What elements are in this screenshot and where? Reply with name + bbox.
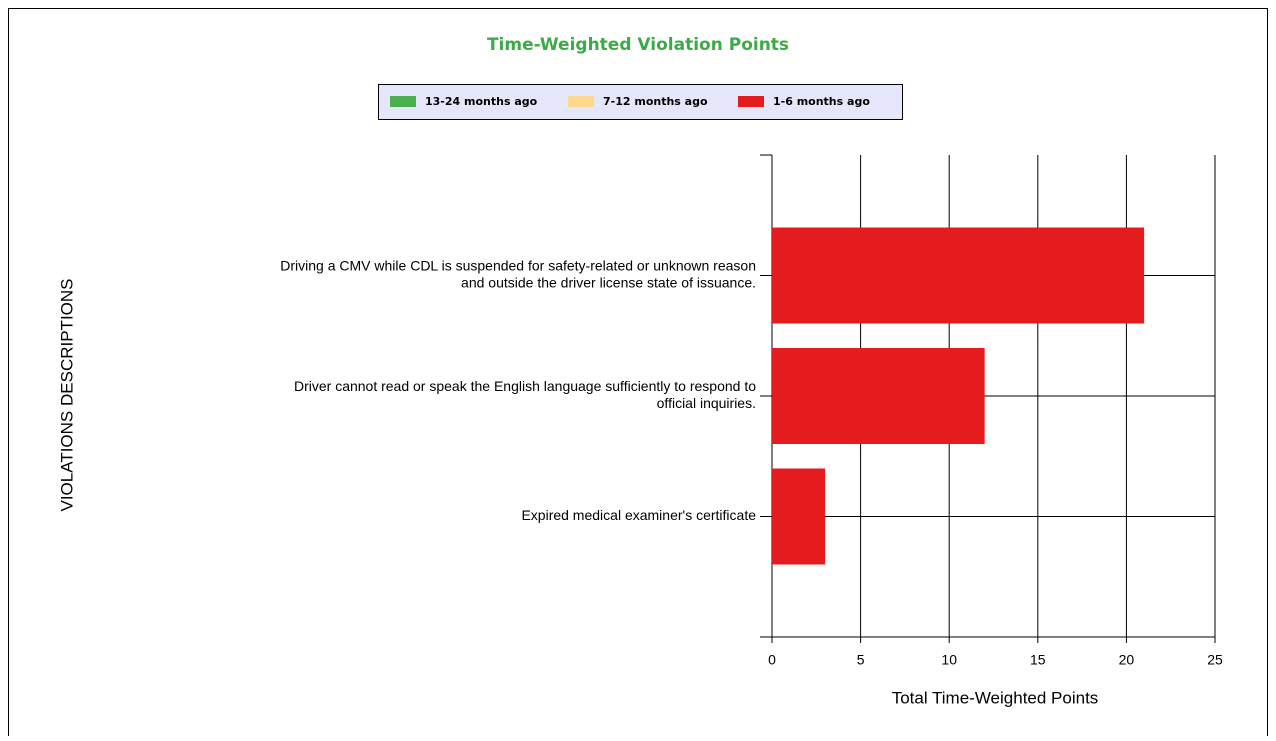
frame <box>8 8 1268 741</box>
y-tick-label: official inquiries. <box>657 395 756 411</box>
bar <box>772 468 826 565</box>
chart-title: Time-Weighted Violation Points <box>487 35 789 55</box>
x-tick-label: 20 <box>1119 652 1135 668</box>
x-tick-label: 10 <box>941 652 957 668</box>
legend-box <box>378 84 903 120</box>
legend-label: 7-12 months ago <box>603 95 708 108</box>
y-tick-label: Driving a CMV while CDL is suspended for… <box>280 258 756 274</box>
legend-swatch <box>738 96 764 107</box>
bar <box>772 348 985 444</box>
legend-label: 13-24 months ago <box>425 95 538 108</box>
x-tick-label: 25 <box>1207 652 1223 668</box>
x-tick-label: 15 <box>1030 652 1046 668</box>
y-tick-label: Driver cannot read or speak the English … <box>294 378 756 394</box>
x-tick-label: 5 <box>857 652 865 668</box>
y-tick-label: Expired medical examiner's certificate <box>521 507 756 523</box>
legend-swatch <box>568 96 594 107</box>
x-tick-label: 0 <box>768 652 776 668</box>
x-axis-label: Total Time-Weighted Points <box>892 688 1099 707</box>
legend-label: 1-6 months ago <box>773 95 870 108</box>
y-axis-label: VIOLATIONS DESCRIPTIONS <box>57 278 76 511</box>
y-tick-label: and outside the driver license state of … <box>461 275 756 291</box>
bar <box>772 227 1145 324</box>
legend-swatch <box>390 96 416 107</box>
